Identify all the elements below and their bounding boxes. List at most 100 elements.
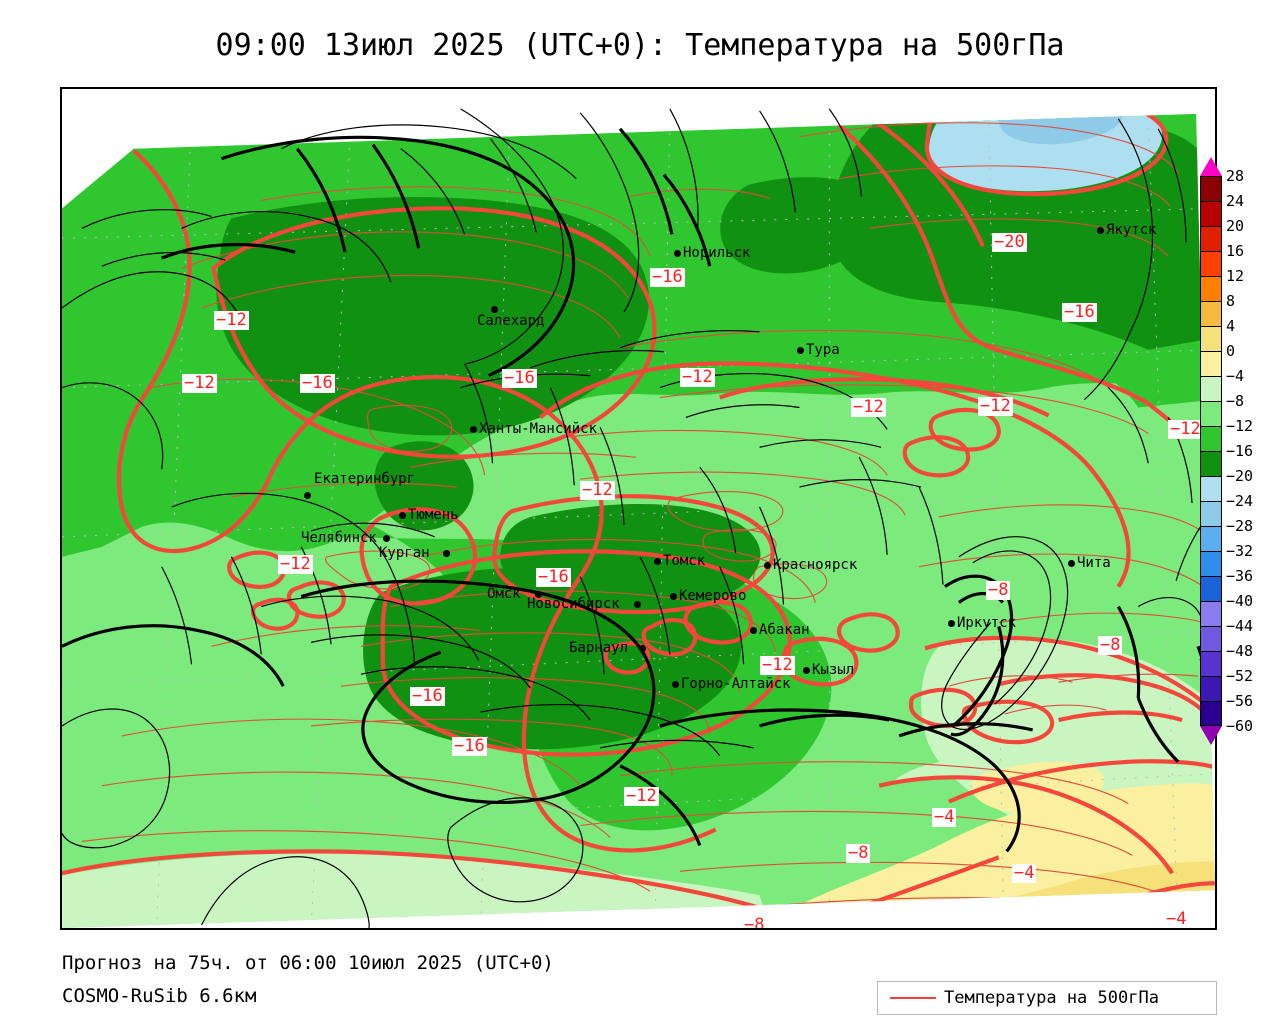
contour-label: −16 [300,373,335,393]
colorbar-band [1200,626,1222,651]
contour-lines-thin [81,122,1215,926]
contour-label: −4 [932,807,957,827]
contour-label: −16 [650,267,685,287]
colorbar-tick-label: −4 [1226,367,1245,385]
city-label: Кемерово [679,588,747,604]
colorbar-tick-label: 8 [1226,292,1236,310]
colorbar-band [1200,376,1222,401]
city-dot [1068,560,1075,567]
colorbar-band [1200,526,1222,551]
city-label: Томск [663,553,706,569]
colorbar-tick-label: −60 [1226,717,1254,735]
city-label: Омск [487,586,521,602]
contour-label: −12 [680,367,715,387]
contour-label: −16 [410,686,445,706]
colorbar-bottom-arrow [1200,726,1222,745]
city-dot [639,645,646,652]
colorbar-tick-label: −36 [1226,567,1254,585]
colorbar-tick-label: −44 [1226,617,1254,635]
colorbar-band [1200,651,1222,676]
contour-label: −8 [846,843,871,863]
colorbar-tick-label: −48 [1226,642,1254,660]
contour-label: −12 [580,480,615,500]
city-label: Тура [806,342,840,358]
colorbar-band [1200,276,1222,301]
colorbar-tick-label: 0 [1226,342,1236,360]
colorbar-band [1200,701,1222,726]
city-dot [672,681,679,688]
colorbar-tick-label: 12 [1226,267,1245,285]
colorbar-band [1200,226,1222,251]
colorbar-band [1200,676,1222,701]
city-dot [764,562,771,569]
contour-label: −20 [992,232,1027,252]
city-dot [750,627,757,634]
colorbar-band [1200,301,1222,326]
colorbar-tick-label: −32 [1226,542,1254,560]
city-dot [304,492,311,499]
city-label: Курган [379,545,430,561]
page-title: 09:00 13июл 2025 (UTC+0): Температура на… [215,28,1065,63]
city-dot [634,601,641,608]
colorbar-band [1200,401,1222,426]
contour-label: −12 [760,655,795,675]
colorbar-band [1200,601,1222,626]
city-label: Чита [1077,555,1111,571]
colorbar-tick-label: −16 [1226,442,1254,460]
colorbar-top-arrow [1200,157,1222,176]
colorbar-tick-label: −40 [1226,592,1254,610]
contour-label: −16 [536,567,571,587]
colorbar-band [1200,551,1222,576]
city-label: Абакан [759,622,810,638]
contour-label: −12 [1168,419,1203,439]
colorbar-band [1200,426,1222,451]
colorbar-tick-label: 20 [1226,217,1245,235]
city-dot [948,620,955,627]
city-dot [797,347,804,354]
city-dot [674,250,681,257]
city-dot [399,512,406,519]
colorbar-tick-label: 4 [1226,317,1236,335]
city-dot [470,426,477,433]
colorbar-band [1200,201,1222,226]
contour-label: −16 [1062,302,1097,322]
colorbar [1200,176,1222,726]
city-label: Красноярск [773,557,858,573]
colorbar-tick-label: −8 [1226,392,1245,410]
contour-label: −4 [1012,863,1037,883]
contour-label: −12 [182,373,217,393]
city-label: Горно-Алтайск [681,676,791,692]
colorbar-band [1200,476,1222,501]
contour-label: −4 [1164,909,1189,929]
colorbar-band [1200,176,1222,201]
colorbar-band [1200,451,1222,476]
legend-line-swatch [890,997,936,999]
colorbar-band [1200,326,1222,351]
city-dot [1097,227,1104,234]
colorbar-tick-label: 28 [1226,167,1245,185]
colorbar-tick-label: −52 [1226,667,1254,685]
city-label: Тюмень [408,507,459,523]
forecast-info-line: Прогноз на 75ч. от 06:00 10июл 2025 (UTC… [62,952,554,974]
city-label: Ханты-Мансийск [479,421,598,437]
city-dot [535,591,542,598]
map-plot-area: −12 −12 −16 −16 −16 −12 −20 −16 −12 −12 … [60,87,1217,930]
contour-label: −16 [452,736,487,756]
contour-label: −12 [978,396,1013,416]
colorbar-band [1200,351,1222,376]
colorbar-band [1200,576,1222,601]
contour-label: −12 [624,786,659,806]
contour-label: −12 [278,554,313,574]
contour-label: −8 [1098,635,1123,655]
city-label: Норильск [683,245,751,261]
city-label: Якутск [1106,222,1157,238]
city-label: Челябинск [301,530,377,546]
city-dot [803,667,810,674]
model-info-line: COSMO-RuSib 6.6км [62,985,257,1007]
legend-label: Температура на 500гПа [944,988,1159,1008]
colorbar-tick-label: 24 [1226,192,1245,210]
colorbar-band [1200,501,1222,526]
city-label: Иркутск [957,615,1017,631]
colorbar-tick-label: −20 [1226,467,1254,485]
colorbar-tick-label: 16 [1226,242,1245,260]
